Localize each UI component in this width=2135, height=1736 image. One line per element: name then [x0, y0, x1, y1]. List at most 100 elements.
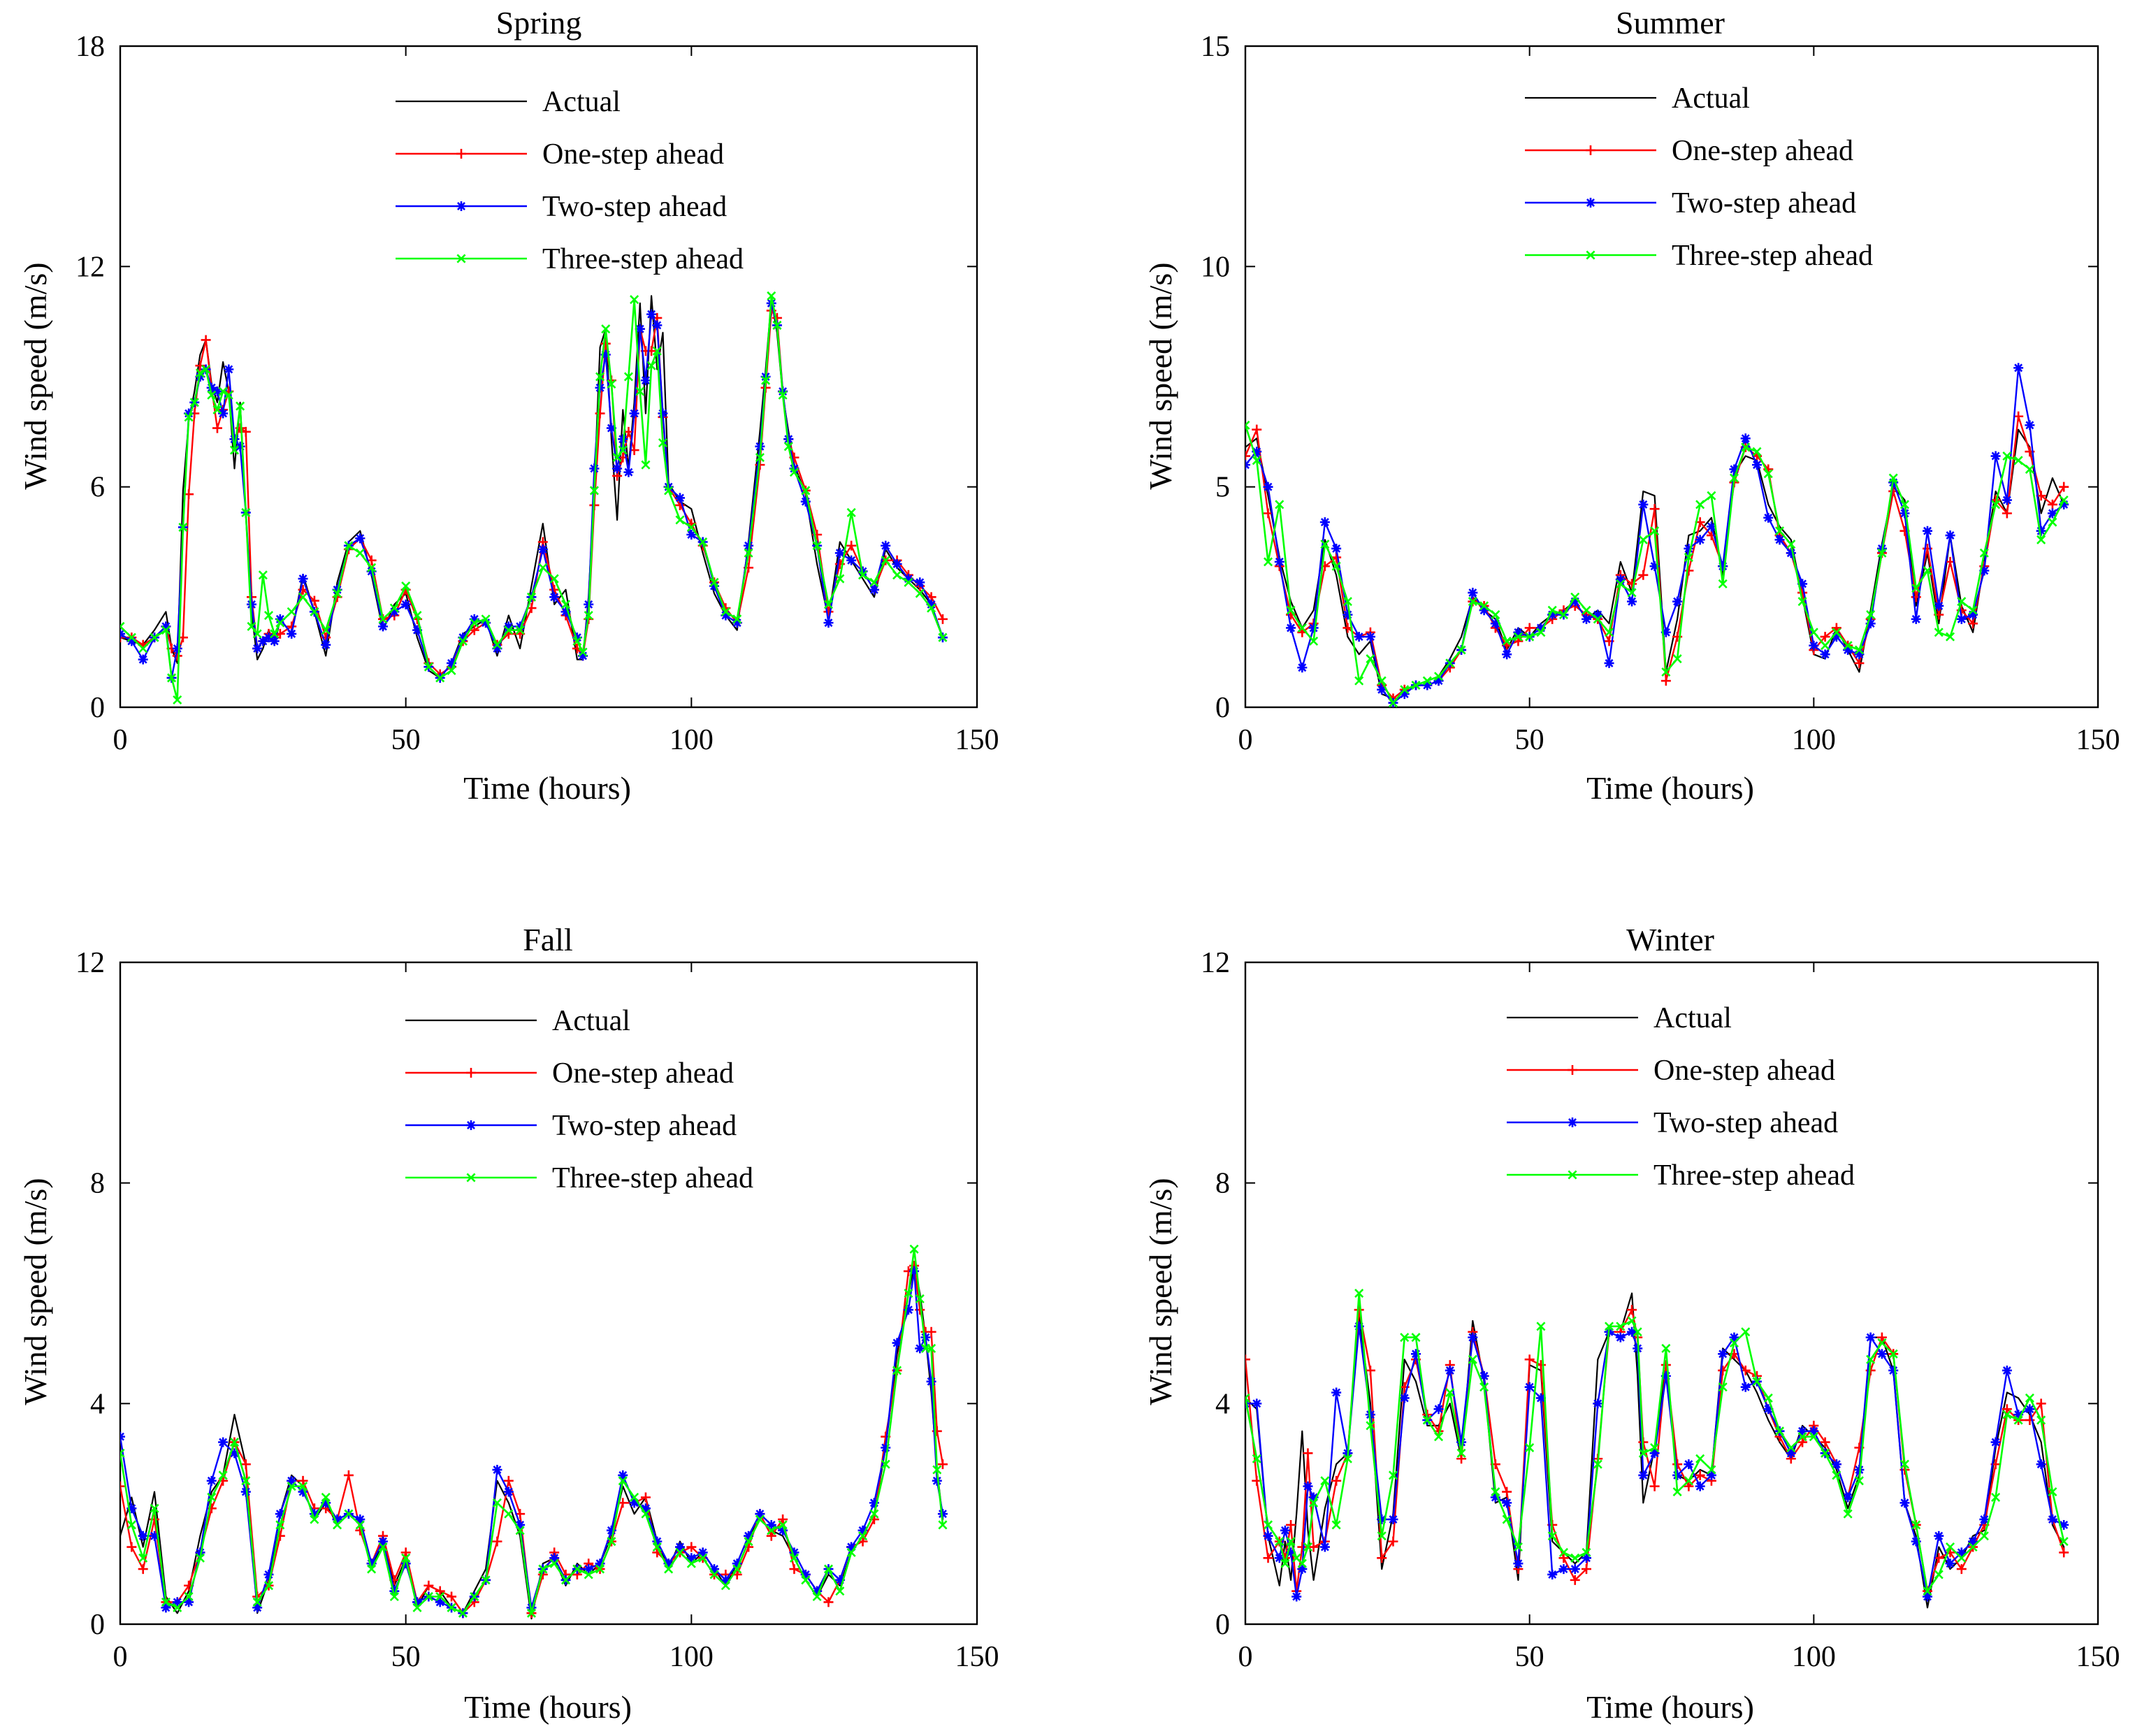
- data-point: [1303, 1542, 1312, 1552]
- data-point: [173, 695, 182, 705]
- data-point: [1388, 1470, 1398, 1480]
- data-point: [1718, 561, 1728, 572]
- data-point: [927, 603, 936, 613]
- data-point: [572, 1564, 582, 1574]
- data-point: [1877, 1338, 1887, 1348]
- data-point: [1707, 1465, 1716, 1475]
- data-point: [612, 453, 622, 463]
- panel-fall: Fall 0 50 100 150 0 4 8 12 Actual One-step ahead T…: [17, 922, 999, 1725]
- data-point: [926, 599, 936, 609]
- data-point: [172, 643, 182, 653]
- data-point: [932, 1465, 942, 1475]
- data-point: [607, 1537, 616, 1547]
- data-point: [1786, 1448, 1796, 1459]
- data-point: [332, 1514, 342, 1525]
- data-point: [1558, 1547, 1568, 1557]
- data-point: [1479, 601, 1489, 611]
- x-tick-label: 50: [1515, 1641, 1544, 1673]
- data-point: [721, 1581, 730, 1591]
- legend-label: Two-step ahead: [1672, 187, 1856, 219]
- data-point: [1729, 1338, 1739, 1348]
- data-point: [2059, 496, 2069, 505]
- data-point: [195, 1553, 205, 1563]
- data-point: [1752, 460, 1762, 470]
- data-point: [526, 592, 536, 602]
- data-point: [1638, 1470, 1649, 1480]
- data-point: [1331, 561, 1341, 571]
- data-point: [218, 408, 229, 419]
- data-point: [1491, 610, 1500, 620]
- data-point: [652, 346, 662, 356]
- y-tick-label: 8: [1215, 1168, 1230, 1200]
- data-point: [435, 1586, 445, 1596]
- data-point: [1633, 1327, 1642, 1337]
- data-point: [1365, 632, 1375, 642]
- data-point: [537, 544, 548, 555]
- data-point: [1684, 1476, 1693, 1486]
- data-point: [184, 1597, 194, 1607]
- data-point: [1331, 1475, 1342, 1486]
- data-point: [595, 1558, 605, 1569]
- data-point: [2059, 1537, 2069, 1547]
- x-axis-label: Time (hours): [1586, 770, 1754, 806]
- data-point: [310, 607, 319, 616]
- data-point: [1377, 684, 1387, 695]
- data-point: [1843, 645, 1853, 656]
- data-point: [1968, 605, 1978, 615]
- y-axis-label: Wind speed (m/s): [1143, 1178, 1178, 1405]
- data-point: [1490, 1492, 1500, 1503]
- data-point: [218, 386, 228, 396]
- data-point: [401, 581, 411, 591]
- data-point: [1309, 636, 1319, 646]
- y-tick-label: 18: [75, 31, 105, 63]
- data-point: [1831, 632, 1841, 642]
- data-point: [1968, 1536, 1978, 1547]
- data-point: [772, 320, 782, 330]
- data-point: [915, 588, 925, 598]
- data-point: [492, 640, 502, 650]
- x-tick-label: 0: [1238, 1641, 1253, 1673]
- data-point: [1366, 1421, 1375, 1431]
- data-point: [201, 335, 211, 345]
- data-point: [732, 1564, 742, 1574]
- data-point: [389, 607, 400, 617]
- data-point: [623, 372, 633, 382]
- legend-item-one-step-ahead: One-step ahead: [396, 138, 724, 171]
- data-point: [401, 1553, 411, 1563]
- data-point: [258, 570, 268, 580]
- data-point: [1468, 1354, 1477, 1364]
- data-point: [298, 1487, 308, 1497]
- data-point: [915, 577, 925, 588]
- data-point: [2013, 411, 2024, 421]
- data-point: [698, 537, 708, 547]
- panel-title: Spring: [496, 5, 582, 41]
- data-point: [778, 1520, 788, 1530]
- data-point: [1934, 628, 1944, 637]
- data-point: [1821, 641, 1830, 651]
- data-point: [869, 1498, 879, 1508]
- data-point: [224, 364, 234, 375]
- data-point: [1786, 548, 1796, 558]
- data-point: [1303, 1448, 1313, 1459]
- data-point: [1718, 1382, 1728, 1392]
- data-point: [212, 386, 222, 397]
- data-point: [161, 1603, 171, 1613]
- data-point: [578, 647, 588, 657]
- data-point: [686, 1553, 697, 1563]
- data-point: [904, 1288, 913, 1299]
- data-point: [1752, 447, 1762, 456]
- data-point: [1468, 597, 1477, 607]
- data-point: [1320, 540, 1330, 549]
- data-point: [869, 584, 879, 595]
- data-point: [607, 379, 616, 389]
- data-point: [1923, 526, 1932, 536]
- data-point: [1308, 1542, 1319, 1552]
- data-point: [1899, 1498, 1910, 1508]
- data-point: [892, 1366, 902, 1375]
- data-point: [766, 1531, 776, 1541]
- data-point: [1582, 1553, 1591, 1563]
- plot-area: [1244, 961, 2099, 1626]
- data-point: [1820, 649, 1830, 660]
- data-point: [167, 673, 177, 683]
- data-point: [1854, 649, 1865, 660]
